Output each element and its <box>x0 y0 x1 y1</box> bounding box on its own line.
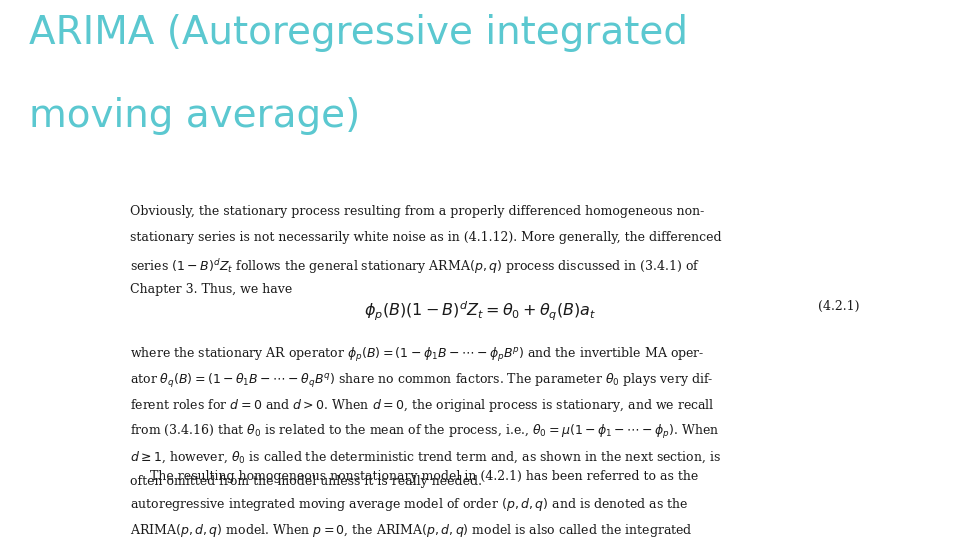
Text: Obviously, the stationary process resulting from a properly differenced homogene: Obviously, the stationary process result… <box>130 205 704 218</box>
Text: Chapter 3. Thus, we have: Chapter 3. Thus, we have <box>130 283 292 296</box>
Text: stationary series is not necessarily white noise as in (4.1.12). More generally,: stationary series is not necessarily whi… <box>130 231 721 244</box>
Text: $d \geq 1$, however, $\theta_0$ is called the deterministic trend term and, as s: $d \geq 1$, however, $\theta_0$ is calle… <box>130 449 721 465</box>
Text: from (3.4.16) that $\theta_0$ is related to the mean of the process, i.e., $\the: from (3.4.16) that $\theta_0$ is related… <box>130 423 719 441</box>
Text: where the stationary AR operator $\phi_p(B) = (1 - \phi_1 B - \cdots - \phi_p B^: where the stationary AR operator $\phi_p… <box>130 346 704 363</box>
Text: ferent roles for $d = 0$ and $d > 0$. When $d = 0$, the original process is stat: ferent roles for $d = 0$ and $d > 0$. Wh… <box>130 397 714 414</box>
Text: often omitted from the model unless it is really needed.: often omitted from the model unless it i… <box>130 475 482 488</box>
Text: autoregressive integrated moving average model of order $(p, d, q)$ and is denot: autoregressive integrated moving average… <box>130 496 688 512</box>
Text: ARIMA (Autoregressive integrated: ARIMA (Autoregressive integrated <box>29 14 687 51</box>
Text: (4.2.1): (4.2.1) <box>818 300 859 313</box>
Text: The resulting homogeneous nonstationary model in (4.2.1) has been referred to as: The resulting homogeneous nonstationary … <box>130 470 698 483</box>
Text: ARIMA$(p, d, q)$ model. When $p = 0$, the ARIMA$(p, d, q)$ model is also called : ARIMA$(p, d, q)$ model. When $p = 0$, th… <box>130 522 692 538</box>
Text: moving average): moving average) <box>29 97 360 135</box>
Text: $\phi_p(B)(1 - B)^d Z_t = \theta_0 + \theta_q(B)a_t$: $\phi_p(B)(1 - B)^d Z_t = \theta_0 + \th… <box>364 300 596 323</box>
Text: series $(1 - B)^d Z_t$ follows the general stationary ARMA$(p, q)$ process discu: series $(1 - B)^d Z_t$ follows the gener… <box>130 257 700 276</box>
Text: ator $\theta_q(B) = (1 - \theta_1 B - \cdots - \theta_q B^q)$ share no common fa: ator $\theta_q(B) = (1 - \theta_1 B - \c… <box>130 372 713 389</box>
